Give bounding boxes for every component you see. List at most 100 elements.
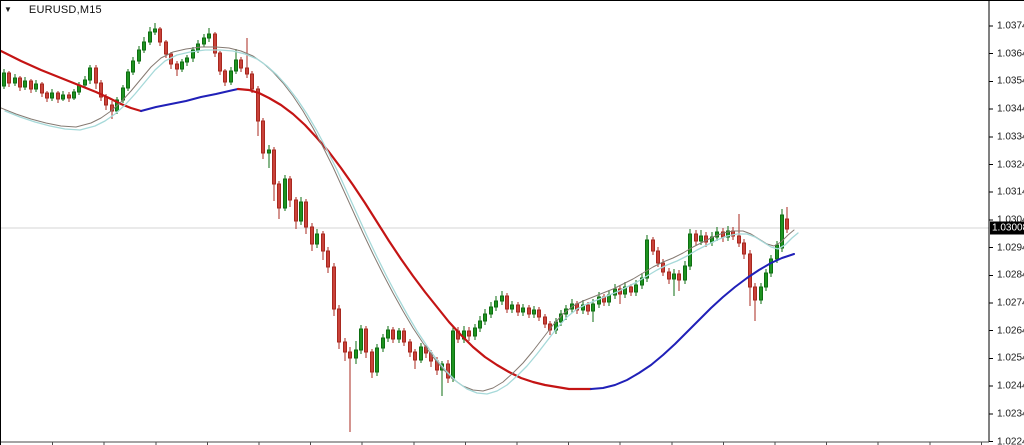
bid-price-box: 1.03008 [990, 221, 1024, 235]
candle-body [509, 304, 515, 310]
candle-body [336, 308, 342, 343]
candle-body [17, 77, 23, 88]
candle-body [725, 230, 731, 238]
candle-body [1, 72, 7, 87]
candle-body [342, 341, 348, 353]
price-tick-label: 1.03640 [997, 48, 1024, 60]
candle-body [493, 300, 499, 308]
candle-body [87, 67, 93, 81]
candle-body [217, 52, 223, 72]
candle-body [784, 218, 790, 230]
candle-body [741, 242, 747, 255]
candle-body [331, 266, 337, 310]
chevron-down-icon[interactable]: ▼ [4, 5, 12, 14]
candle-body [380, 337, 386, 349]
fast-ma-gray [1, 46, 795, 392]
candle-body [515, 304, 521, 313]
candle-body [228, 70, 234, 83]
candle-body [44, 92, 50, 99]
candle-body [698, 235, 704, 242]
candle-body [60, 94, 66, 100]
candle-body [206, 33, 212, 39]
candle-body [374, 347, 380, 373]
price-tick-label: 1.03040 [997, 214, 1024, 226]
candle-body [12, 77, 18, 84]
candle-body [314, 233, 320, 245]
candle-body [585, 304, 591, 312]
candle-body [622, 286, 628, 295]
candle-body [482, 313, 488, 322]
candle-body [396, 330, 402, 340]
candle-body [363, 328, 369, 353]
candle-body [141, 41, 147, 51]
candle-body [703, 235, 709, 243]
price-tick-label: 1.03740 [997, 20, 1024, 32]
trend-ma-falling-1 [1, 49, 143, 113]
candle-body [249, 73, 255, 90]
candle-body [303, 201, 309, 228]
candle-body [520, 307, 526, 313]
candle-body [309, 226, 315, 245]
symbol-label: EURUSD,M15 [28, 4, 102, 16]
candle-body [93, 67, 99, 84]
trend-ma-falling-2 [236, 87, 593, 391]
price-tick-label: 1.03340 [997, 131, 1024, 143]
price-tick-label: 1.03140 [997, 186, 1024, 198]
candle-body [369, 351, 375, 373]
candle-body [282, 178, 288, 209]
candle-body [163, 41, 169, 55]
candle-body [676, 273, 682, 281]
candle-body [499, 295, 505, 302]
candle-body [66, 94, 72, 99]
fast-ma-cyan [4, 49, 799, 395]
candle-body [779, 214, 785, 249]
candle-body [466, 330, 472, 337]
candle-body [271, 149, 277, 185]
candle-body [628, 286, 634, 293]
candle-body [666, 271, 672, 280]
candle-body [293, 199, 299, 222]
candle-body [190, 49, 196, 59]
candle-body [233, 59, 239, 72]
candle-body [298, 201, 304, 222]
price-tick-label: 1.02740 [997, 297, 1024, 309]
candle-body [671, 273, 677, 280]
symbol-box: ▼ EURUSD,M15 [4, 4, 102, 16]
candle-body [526, 307, 532, 315]
candle-body [276, 183, 282, 209]
candle-body [401, 330, 407, 343]
candle-body [639, 277, 645, 286]
candle-body [693, 233, 699, 242]
candle-body [542, 316, 548, 325]
candle-body [136, 49, 142, 62]
price-tick-label: 1.02840 [997, 269, 1024, 281]
candle-body [385, 329, 391, 339]
candle-body [472, 327, 478, 337]
candle-body [488, 306, 494, 315]
candle-body [407, 341, 413, 353]
price-tick-label: 1.02640 [997, 325, 1024, 337]
candle-body [184, 57, 190, 63]
candle-body [71, 91, 77, 99]
candle-body [320, 233, 326, 252]
candle-body [82, 79, 88, 86]
candle-body [130, 60, 136, 73]
candle-body [238, 59, 244, 69]
candle-body [655, 250, 661, 264]
candle-body [758, 286, 764, 301]
candle-body [412, 351, 418, 361]
price-tick-label: 1.02240 [997, 436, 1024, 445]
candle-body [244, 67, 250, 75]
candle-body [450, 330, 456, 379]
candle-body [747, 253, 753, 288]
candle-body [531, 309, 537, 315]
candle-body [147, 31, 153, 43]
price-tick-label: 1.02340 [997, 408, 1024, 420]
candle-body [736, 235, 742, 244]
candle-body [390, 329, 396, 340]
price-tick-label: 1.02440 [997, 380, 1024, 392]
candle-body [22, 80, 28, 88]
candle-body [266, 149, 272, 154]
